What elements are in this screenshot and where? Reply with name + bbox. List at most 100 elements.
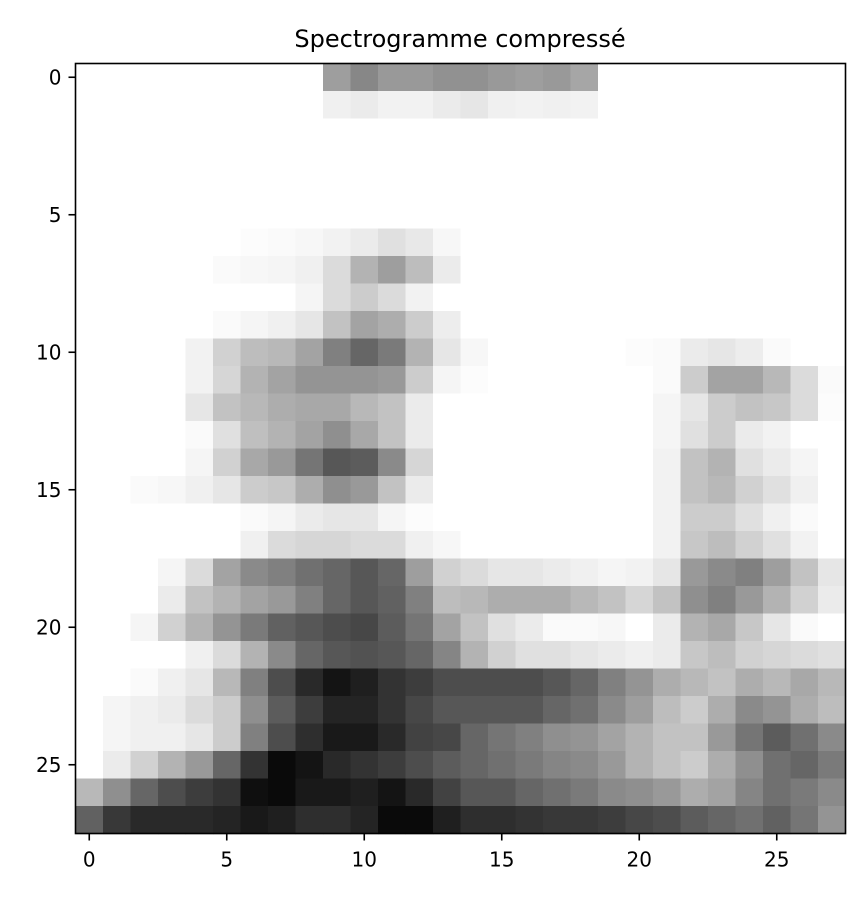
heatmap-cell: [708, 338, 737, 367]
heatmap-cell: [570, 421, 599, 450]
heatmap-cell: [323, 503, 352, 532]
heatmap-cell: [378, 256, 407, 285]
heatmap-cell: [378, 531, 407, 560]
heatmap-cell: [103, 311, 132, 340]
heatmap-cell: [598, 146, 627, 175]
heatmap-cell: [323, 421, 352, 450]
heatmap-cell: [763, 63, 792, 92]
heatmap-cell: [735, 806, 764, 835]
heatmap-cell: [570, 696, 599, 725]
heatmap-cell: [790, 531, 819, 560]
heatmap-cell: [130, 668, 159, 697]
heatmap-cell: [158, 558, 187, 587]
heatmap-cell: [488, 63, 517, 92]
heatmap-cell: [488, 201, 517, 230]
heatmap-cell: [240, 503, 269, 532]
heatmap-cell: [433, 256, 462, 285]
heatmap-cell: [543, 806, 572, 835]
heatmap-cell: [268, 338, 297, 367]
heatmap-cell: [295, 118, 324, 147]
heatmap-cell: [158, 283, 187, 312]
heatmap-cell: [405, 668, 434, 697]
heatmap-cell: [488, 173, 517, 202]
heatmap-cell: [625, 641, 654, 670]
heatmap-cell: [323, 696, 352, 725]
heatmap-cell: [158, 723, 187, 752]
heatmap-cell: [790, 338, 819, 367]
heatmap-cell: [680, 586, 709, 615]
heatmap-cell: [653, 338, 682, 367]
heatmap-cell: [130, 63, 159, 92]
heatmap-cell: [268, 366, 297, 395]
heatmap-cell: [818, 503, 847, 532]
heatmap-cell: [460, 476, 489, 505]
heatmap-cell: [763, 311, 792, 340]
heatmap-cell: [350, 366, 379, 395]
heatmap-cell: [75, 366, 104, 395]
heatmap-cell: [103, 723, 132, 752]
heatmap-cell: [708, 201, 737, 230]
heatmap-cell: [708, 91, 737, 120]
heatmap-cell: [378, 201, 407, 230]
heatmap-cell: [818, 146, 847, 175]
heatmap-cell: [680, 668, 709, 697]
heatmap-cell: [350, 448, 379, 477]
heatmap-cell: [158, 338, 187, 367]
heatmap-cell: [350, 668, 379, 697]
heatmap-cell: [460, 393, 489, 422]
heatmap-cell: [213, 558, 242, 587]
heatmap-cell: [625, 696, 654, 725]
heatmap-cell: [295, 366, 324, 395]
heatmap-cell: [460, 91, 489, 120]
heatmap-cell: [75, 806, 104, 835]
heatmap-cell: [625, 613, 654, 642]
heatmap-cell: [515, 613, 544, 642]
heatmap-cell: [130, 256, 159, 285]
heatmap-cell: [653, 806, 682, 835]
heatmap-cell: [818, 723, 847, 752]
heatmap-cell: [543, 421, 572, 450]
heatmap-cell: [680, 228, 709, 257]
heatmap-cell: [818, 751, 847, 780]
heatmap-cell: [708, 448, 737, 477]
heatmap-cell: [460, 531, 489, 560]
heatmap-cell: [103, 91, 132, 120]
heatmap-cell: [103, 476, 132, 505]
heatmap-cell: [295, 806, 324, 835]
heatmap-cell: [790, 696, 819, 725]
heatmap-cell: [350, 118, 379, 147]
heatmap-cell: [185, 393, 214, 422]
heatmap-cell: [240, 778, 269, 807]
heatmap-cell: [708, 393, 737, 422]
heatmap-cell: [515, 696, 544, 725]
heatmap-cell: [378, 283, 407, 312]
heatmap-cell: [213, 146, 242, 175]
heatmap-cell: [790, 91, 819, 120]
heatmap-cell: [130, 283, 159, 312]
heatmap-cell: [185, 118, 214, 147]
heatmap-cell: [735, 228, 764, 257]
heatmap-cell: [570, 393, 599, 422]
heatmap-cell: [543, 173, 572, 202]
heatmap-cell: [323, 531, 352, 560]
heatmap-cell: [680, 778, 709, 807]
heatmap-cell: [130, 228, 159, 257]
heatmap-cell: [103, 366, 132, 395]
heatmap-cell: [213, 393, 242, 422]
heatmap-cell: [543, 448, 572, 477]
heatmap-cell: [75, 228, 104, 257]
heatmap-cell: [268, 586, 297, 615]
heatmap-cell: [433, 806, 462, 835]
heatmap-cell: [570, 173, 599, 202]
heatmap-cell: [653, 723, 682, 752]
heatmap-cell: [543, 723, 572, 752]
heatmap-cell: [103, 696, 132, 725]
heatmap-cell: [790, 751, 819, 780]
heatmap-cell: [240, 723, 269, 752]
heatmap-cell: [790, 311, 819, 340]
heatmap-cell: [818, 531, 847, 560]
heatmap-cell: [350, 228, 379, 257]
heatmap-cell: [433, 393, 462, 422]
heatmap-cell: [158, 228, 187, 257]
heatmap-cell: [790, 146, 819, 175]
